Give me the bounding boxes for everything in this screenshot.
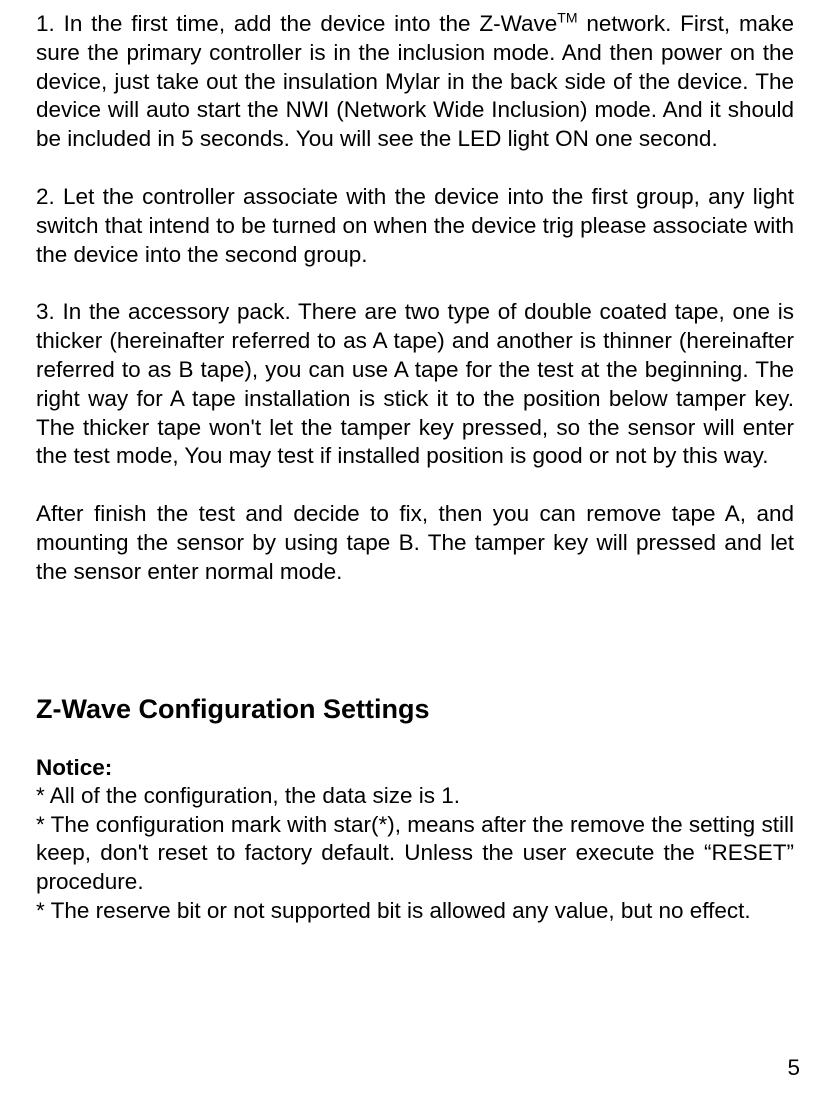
notice-line-2: * The configuration mark with star(*), m… [36,811,794,897]
notice-line-3: * The reserve bit or not supported bit i… [36,897,794,926]
paragraph-2: 2. Let the controller associate with the… [36,183,794,269]
paragraph-1: 1. In the first time, add the device int… [36,10,794,154]
document-page: 1. In the first time, add the device int… [0,0,824,1099]
section-heading: Z-Wave Configuration Settings [36,694,794,725]
paragraph-1-text-a: 1. In the first time, add the device int… [36,11,557,36]
paragraph-3: 3. In the accessory pack. There are two … [36,298,794,471]
trademark-symbol: TM [557,10,577,26]
section-gap [36,616,794,694]
page-number: 5 [787,1055,800,1081]
notice-title: Notice: [36,753,794,782]
paragraph-4: After finish the test and decide to fix,… [36,500,794,586]
notice-line-1: * All of the configuration, the data siz… [36,782,794,811]
